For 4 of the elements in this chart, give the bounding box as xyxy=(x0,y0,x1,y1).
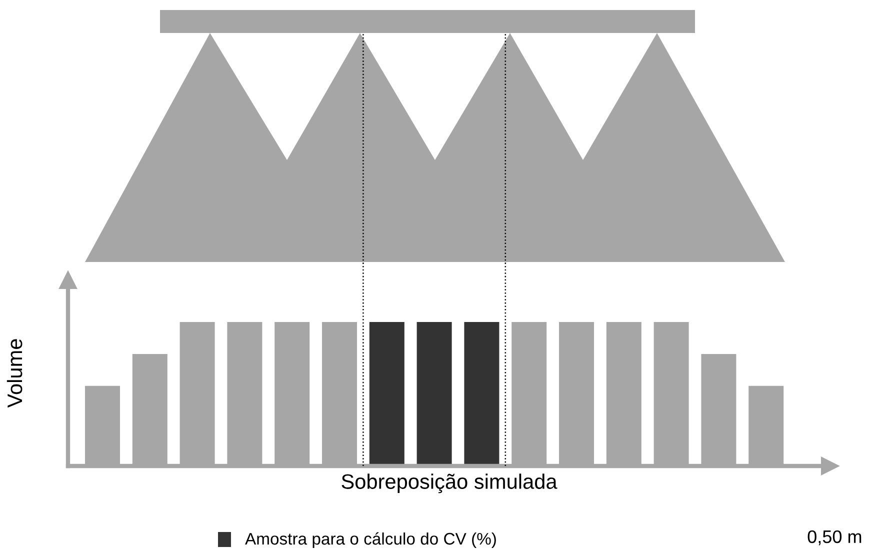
x-axis-title: Sobreposição simulada xyxy=(342,474,558,494)
text: 0,50 m xyxy=(808,530,862,546)
text: Amostra para o cálculo do CV (%) xyxy=(245,532,496,548)
y-axis-title: Volume xyxy=(6,339,22,408)
